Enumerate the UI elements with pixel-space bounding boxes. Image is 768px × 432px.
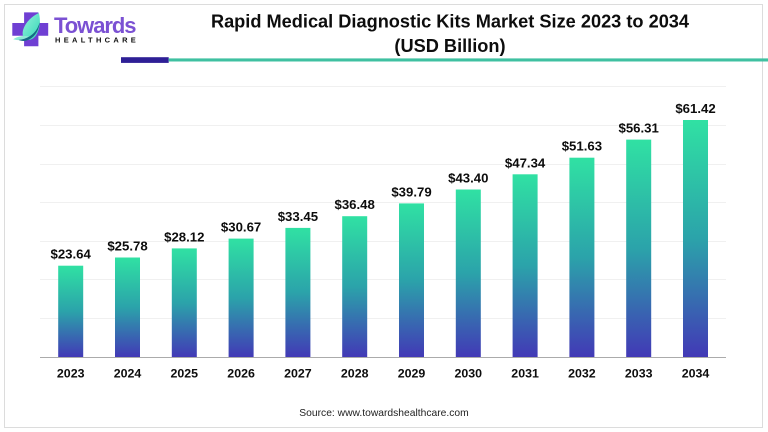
svg-text:(USD Billion): (USD Billion) — [394, 36, 505, 56]
svg-text:2034: 2034 — [682, 367, 710, 381]
svg-text:2030: 2030 — [455, 367, 483, 381]
svg-text:2028: 2028 — [341, 367, 369, 381]
svg-text:$30.67: $30.67 — [221, 220, 261, 235]
svg-text:$28.12: $28.12 — [164, 229, 204, 244]
svg-text:Towards: Towards — [54, 13, 136, 38]
svg-text:$23.64: $23.64 — [51, 247, 92, 262]
svg-text:$43.40: $43.40 — [448, 171, 488, 186]
svg-text:2023: 2023 — [57, 367, 85, 381]
svg-text:$25.78: $25.78 — [107, 239, 147, 254]
svg-text:2031: 2031 — [511, 367, 539, 381]
svg-text:$61.42: $61.42 — [675, 101, 715, 116]
svg-text:2024: 2024 — [114, 367, 142, 381]
svg-text:2032: 2032 — [568, 367, 596, 381]
svg-text:2033: 2033 — [625, 367, 653, 381]
svg-text:Rapid Medical Diagnostic Kits: Rapid Medical Diagnostic Kits Market Siz… — [211, 12, 690, 32]
svg-text:$39.79: $39.79 — [391, 184, 431, 199]
svg-text:2027: 2027 — [284, 367, 312, 381]
svg-text:$36.48: $36.48 — [335, 197, 375, 212]
svg-text:$33.45: $33.45 — [278, 209, 318, 224]
svg-text:$51.63: $51.63 — [562, 139, 602, 154]
svg-text:$56.31: $56.31 — [619, 121, 659, 136]
svg-text:2026: 2026 — [227, 367, 255, 381]
svg-text:Source: www.towardshealthcare.: Source: www.towardshealthcare.com — [299, 408, 468, 419]
svg-text:2029: 2029 — [398, 367, 426, 381]
svg-text:HEALTHCARE: HEALTHCARE — [55, 36, 139, 45]
svg-text:$47.34: $47.34 — [505, 155, 546, 170]
svg-text:2025: 2025 — [171, 367, 199, 381]
